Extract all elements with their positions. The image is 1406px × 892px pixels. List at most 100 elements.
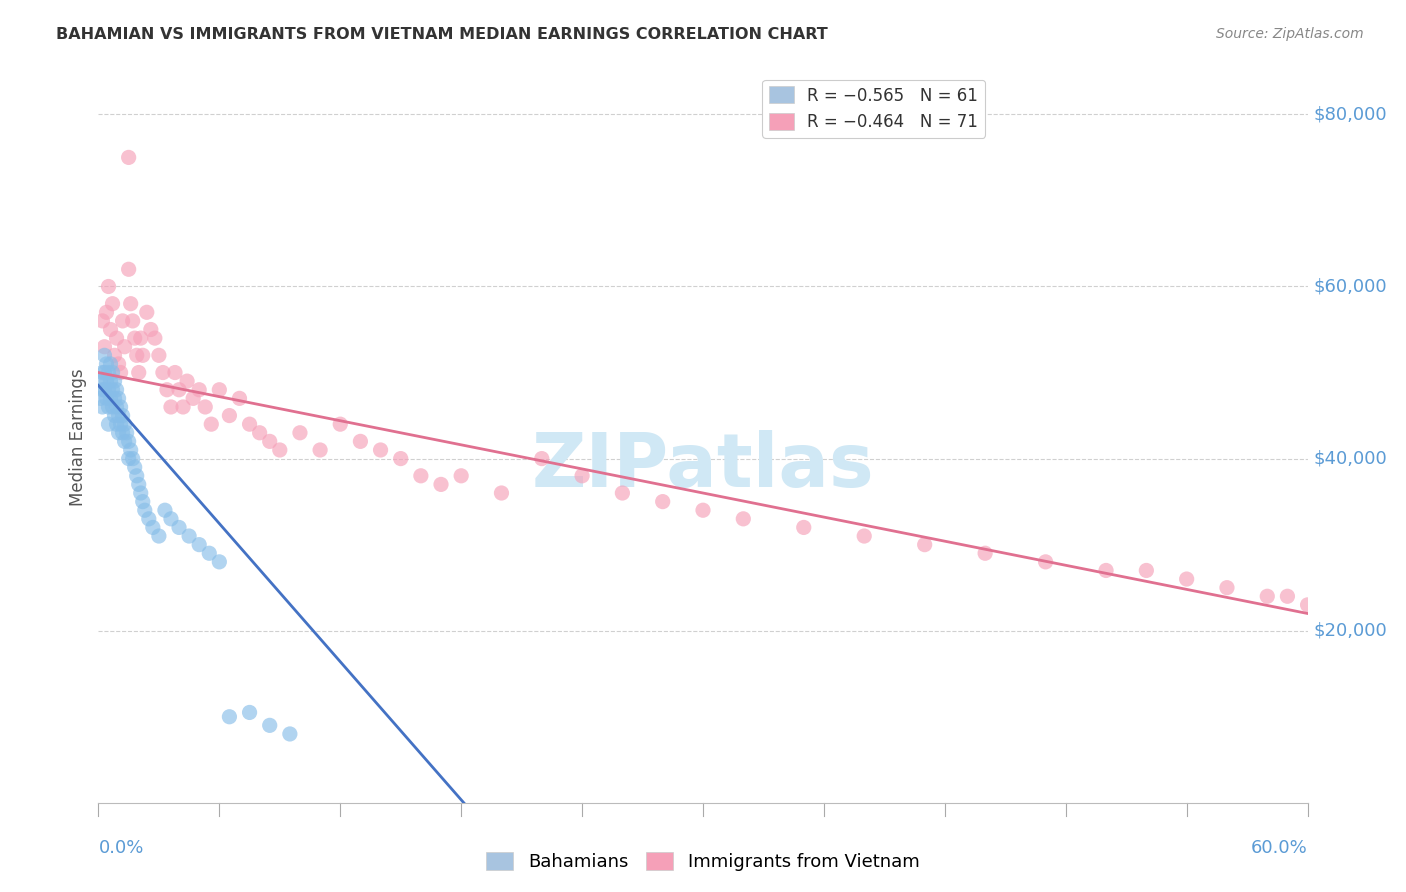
Point bbox=[110, 417, 132, 432]
Point bbox=[218, 409, 240, 423]
Point bbox=[107, 392, 129, 406]
Point bbox=[97, 366, 120, 380]
Point bbox=[105, 417, 128, 432]
Point bbox=[259, 434, 281, 449]
Point bbox=[208, 555, 231, 569]
Point bbox=[1256, 589, 1278, 603]
Point bbox=[530, 451, 553, 466]
Point bbox=[93, 340, 115, 354]
Point bbox=[278, 727, 301, 741]
Point bbox=[128, 477, 150, 491]
Point bbox=[228, 392, 250, 406]
Point bbox=[118, 434, 141, 449]
Point bbox=[134, 503, 156, 517]
Point bbox=[103, 374, 125, 388]
Point bbox=[132, 348, 155, 362]
Point bbox=[118, 150, 141, 164]
Point bbox=[91, 383, 114, 397]
Point bbox=[176, 374, 198, 388]
Point bbox=[218, 710, 240, 724]
Text: 0.0%: 0.0% bbox=[98, 839, 143, 857]
Point bbox=[142, 520, 165, 534]
Point bbox=[198, 546, 221, 560]
Point bbox=[1296, 598, 1319, 612]
Point bbox=[100, 357, 122, 371]
Point bbox=[152, 366, 174, 380]
Point bbox=[163, 366, 186, 380]
Point bbox=[93, 383, 115, 397]
Point bbox=[1175, 572, 1198, 586]
Point bbox=[914, 538, 936, 552]
Text: ZIPatlas: ZIPatlas bbox=[531, 430, 875, 503]
Point bbox=[118, 451, 141, 466]
Point bbox=[114, 417, 136, 432]
Point bbox=[91, 366, 114, 380]
Point bbox=[125, 468, 148, 483]
Point bbox=[103, 409, 125, 423]
Text: $40,000: $40,000 bbox=[1313, 450, 1388, 467]
Point bbox=[132, 494, 155, 508]
Point bbox=[491, 486, 513, 500]
Point bbox=[160, 400, 183, 414]
Point bbox=[160, 512, 183, 526]
Point bbox=[167, 520, 190, 534]
Point bbox=[239, 706, 262, 720]
Point bbox=[259, 718, 281, 732]
Point bbox=[101, 296, 124, 310]
Point bbox=[571, 468, 593, 483]
Point bbox=[409, 468, 432, 483]
Point bbox=[349, 434, 371, 449]
Point bbox=[148, 348, 170, 362]
Text: 60.0%: 60.0% bbox=[1251, 839, 1308, 857]
Point bbox=[138, 512, 160, 526]
Point bbox=[103, 348, 125, 362]
Text: $80,000: $80,000 bbox=[1313, 105, 1388, 123]
Text: Source: ZipAtlas.com: Source: ZipAtlas.com bbox=[1216, 27, 1364, 41]
Point bbox=[121, 314, 143, 328]
Point bbox=[143, 331, 166, 345]
Point bbox=[194, 400, 217, 414]
Point bbox=[121, 451, 143, 466]
Point bbox=[208, 383, 231, 397]
Point bbox=[181, 392, 204, 406]
Point bbox=[124, 460, 146, 475]
Point bbox=[188, 383, 211, 397]
Point bbox=[389, 451, 412, 466]
Point bbox=[733, 512, 755, 526]
Point bbox=[1277, 589, 1299, 603]
Point bbox=[101, 366, 124, 380]
Point bbox=[128, 366, 150, 380]
Text: $20,000: $20,000 bbox=[1313, 622, 1388, 640]
Point bbox=[120, 296, 142, 310]
Point bbox=[111, 314, 134, 328]
Point bbox=[129, 331, 152, 345]
Point bbox=[793, 520, 815, 534]
Text: $60,000: $60,000 bbox=[1313, 277, 1388, 295]
Point bbox=[111, 409, 134, 423]
Point bbox=[93, 366, 115, 380]
Point bbox=[97, 383, 120, 397]
Point bbox=[124, 331, 146, 345]
Point bbox=[114, 434, 136, 449]
Point bbox=[97, 279, 120, 293]
Point bbox=[118, 262, 141, 277]
Point bbox=[974, 546, 997, 560]
Point bbox=[156, 383, 179, 397]
Point bbox=[612, 486, 634, 500]
Point bbox=[853, 529, 876, 543]
Point bbox=[101, 400, 124, 414]
Point bbox=[167, 383, 190, 397]
Point bbox=[114, 340, 136, 354]
Point bbox=[1035, 555, 1057, 569]
Point bbox=[1216, 581, 1239, 595]
Point bbox=[450, 468, 472, 483]
Point bbox=[188, 538, 211, 552]
Point bbox=[125, 348, 148, 362]
Point bbox=[111, 425, 134, 440]
Point bbox=[110, 400, 132, 414]
Legend: R = −0.565   N = 61, R = −0.464   N = 71: R = −0.565 N = 61, R = −0.464 N = 71 bbox=[762, 79, 984, 137]
Point bbox=[97, 417, 120, 432]
Point bbox=[239, 417, 262, 432]
Point bbox=[96, 374, 118, 388]
Point bbox=[329, 417, 352, 432]
